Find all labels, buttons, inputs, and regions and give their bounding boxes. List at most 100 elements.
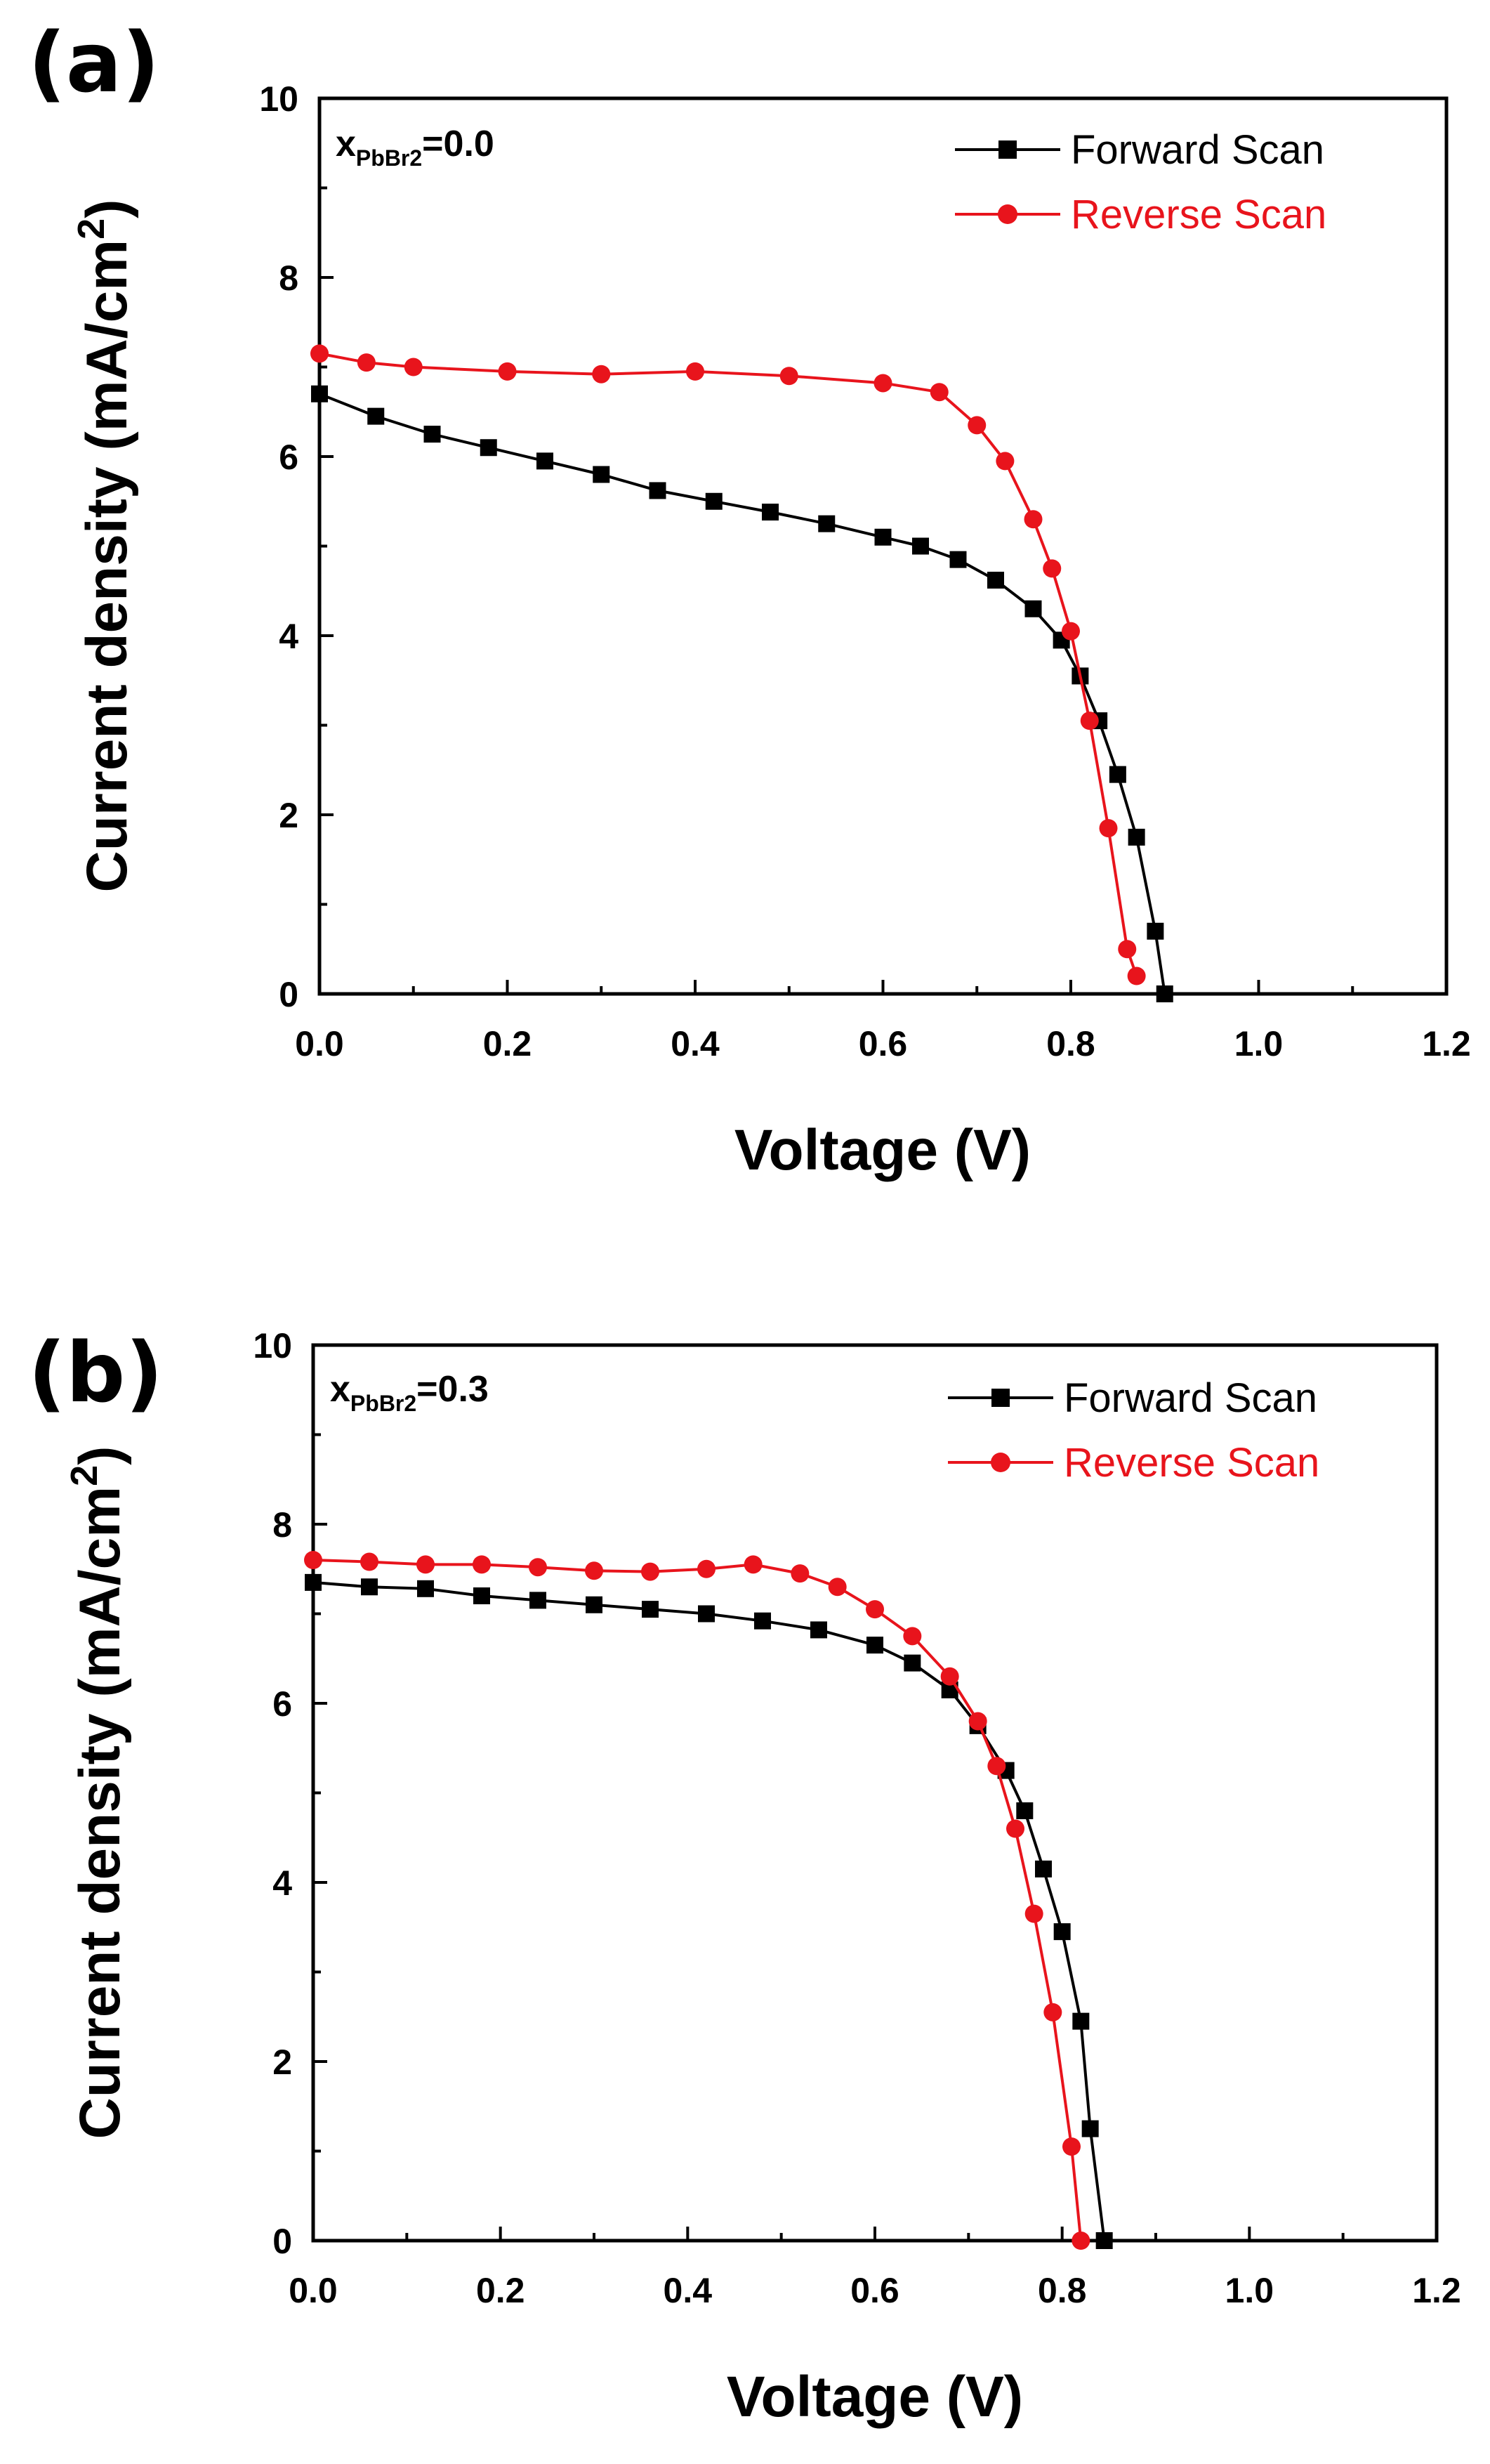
- panel-b-xtick-label: 0.8: [1038, 2271, 1087, 2310]
- reverse-scan-point: [304, 1551, 322, 1569]
- panel-b-xtick-label: 1.0: [1225, 2271, 1274, 2310]
- panel-a-ytick-label: 0: [279, 975, 298, 1014]
- panel-b-ytick-label: 10: [253, 1326, 292, 1365]
- panel-b-series: [304, 1551, 1113, 2250]
- panel-b-legend-reverse: Reverse Scan: [948, 1440, 1319, 1486]
- reverse-scan-point: [498, 362, 517, 381]
- reverse-scan-point: [404, 358, 423, 376]
- forward-scan-line: [312, 1580, 1106, 2241]
- reverse-scan-point: [592, 365, 611, 384]
- panel-a-ylabel: Current density (mA/cm2): [70, 199, 139, 893]
- reverse-scan-line: [319, 352, 1138, 977]
- panel-b-xtick-label: 0.4: [664, 2271, 713, 2310]
- reverse-scan-point: [930, 383, 949, 402]
- panel-b-ytick-label: 4: [272, 1863, 292, 1903]
- panel-a-xtick-label: 0.0: [295, 1024, 344, 1063]
- panel-b-xtick-label: 0.6: [850, 2271, 899, 2310]
- panel-b-ticks: [312, 1344, 1438, 2242]
- panel-a-ytick-label: 8: [279, 258, 298, 298]
- panel-a-xtick-label: 0.2: [483, 1024, 532, 1063]
- reverse-scan-point: [686, 362, 704, 381]
- reverse-scan-line: [312, 1559, 1083, 2241]
- reverse-scan-point: [416, 1555, 435, 1574]
- reverse-scan-point: [1080, 712, 1099, 730]
- legend-label: Forward Scan: [1064, 1375, 1317, 1421]
- forward-scan-point: [417, 1580, 434, 1597]
- reverse-scan-point: [828, 1578, 847, 1597]
- forward-scan-point: [866, 1637, 883, 1654]
- panel-a-legend-reverse: Reverse Scan: [955, 192, 1326, 237]
- reverse-scan-point: [873, 374, 892, 393]
- reverse-scan-point: [585, 1561, 603, 1580]
- forward-scan-point: [586, 1596, 602, 1613]
- panel-b-ylabel: Current density (mA/cm2): [63, 1446, 132, 2139]
- forward-scan-point: [1016, 1802, 1034, 1819]
- panel-a-xtick-label: 1.2: [1422, 1024, 1471, 1063]
- panel-a-xtick-label: 0.8: [1046, 1024, 1095, 1063]
- forward-scan-point: [912, 537, 929, 555]
- reverse-scan-point: [791, 1564, 810, 1583]
- forward-scan-point: [1156, 985, 1173, 1002]
- forward-scan-point: [762, 504, 779, 521]
- reverse-scan-point: [697, 1559, 716, 1578]
- panel-b-xtick-label: 1.2: [1412, 2271, 1461, 2310]
- panel-b-label: (b): [28, 1324, 163, 1421]
- panel-b-xtick-label: 0.0: [289, 2271, 338, 2310]
- panel-b-ytick-label: 6: [272, 1684, 292, 1724]
- reverse-scan-point: [1062, 622, 1080, 641]
- forward-scan-point: [305, 1573, 322, 1591]
- panel-b-legend-forward: Forward Scan: [948, 1375, 1317, 1421]
- forward-scan-point: [698, 1605, 715, 1623]
- forward-scan-point: [529, 1592, 546, 1609]
- forward-scan-point: [1147, 922, 1164, 940]
- reverse-scan-point: [1024, 1904, 1043, 1923]
- legend-label: Reverse Scan: [1071, 192, 1326, 237]
- legend-marker-circle: [991, 1453, 1010, 1472]
- panel-b-xtick-labels: 0.0 0.2 0.4 0.6 0.8 1.0 1.2: [289, 2271, 1461, 2310]
- panel-a: (a) 0 2 4 6 8 10 0.0 0.2 0.4 0.6 0.8 1.0…: [28, 14, 1471, 1182]
- panel-b-xtick-label: 0.2: [476, 2271, 525, 2310]
- panel-a-xtick-label: 1.0: [1234, 1024, 1284, 1063]
- reverse-scan-point: [987, 1757, 1006, 1776]
- legend-label: Forward Scan: [1071, 127, 1324, 173]
- forward-scan-point: [311, 385, 328, 402]
- forward-scan-point: [1128, 828, 1145, 846]
- legend-marker-circle: [998, 204, 1017, 224]
- panel-a-legend-forward: Forward Scan: [955, 127, 1324, 173]
- reverse-scan-point: [903, 1627, 922, 1646]
- reverse-scan-point: [1072, 2232, 1090, 2250]
- panel-b-ytick-label: 8: [272, 1505, 292, 1545]
- forward-scan-point: [1109, 766, 1126, 783]
- reverse-scan-point: [1043, 559, 1062, 578]
- forward-scan-point: [649, 482, 666, 499]
- forward-scan-point: [1024, 600, 1042, 617]
- reverse-scan-point: [968, 416, 987, 435]
- reverse-scan-point: [779, 367, 798, 386]
- panel-a-xtick-label: 0.4: [671, 1024, 720, 1063]
- panel-a-ytick-labels: 0 2 4 6 8 10: [259, 79, 298, 1014]
- reverse-scan-point: [1118, 940, 1137, 959]
- reverse-scan-point: [1006, 1819, 1024, 1838]
- forward-scan-point: [810, 1621, 827, 1639]
- forward-scan-point: [754, 1612, 771, 1630]
- panel-b-annotation: xPbBr2=0.3: [330, 1369, 489, 1416]
- panel-b-ytick-labels: 0 2 4 6 8 10: [253, 1326, 292, 2261]
- reverse-scan-point: [940, 1667, 959, 1686]
- reverse-scan-point: [529, 1558, 547, 1577]
- forward-scan-point: [1095, 2232, 1113, 2249]
- panel-b-ytick-label: 0: [272, 2222, 292, 2261]
- panel-a-xtick-labels: 0.0 0.2 0.4 0.6 0.8 1.0 1.2: [295, 1024, 1471, 1063]
- reverse-scan-point: [1127, 966, 1146, 985]
- panel-b-legend: Forward Scan Reverse Scan: [948, 1375, 1319, 1486]
- reverse-scan-point: [1024, 510, 1043, 529]
- forward-scan-point: [536, 452, 553, 470]
- forward-scan-line: [319, 392, 1166, 995]
- forward-scan-point: [593, 466, 610, 483]
- reverse-scan-point: [1099, 819, 1118, 838]
- forward-scan-point: [423, 426, 441, 443]
- forward-scan-point: [705, 492, 723, 510]
- panel-a-legend: Forward Scan Reverse Scan: [955, 127, 1326, 237]
- panel-a-series: [310, 344, 1173, 1002]
- reverse-scan-point: [968, 1712, 987, 1731]
